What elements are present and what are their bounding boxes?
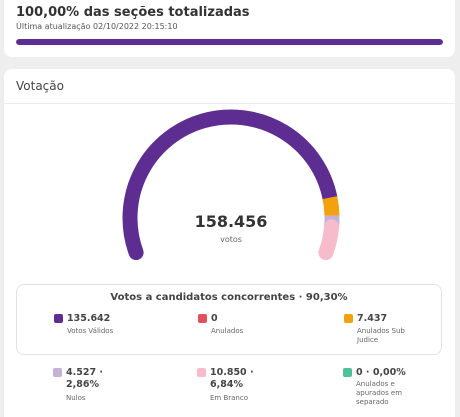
- votos-validos-swatch: [54, 314, 63, 323]
- totalization-title: 100,00% das seções totalizadas: [16, 5, 250, 20]
- anulados-swatch: [198, 314, 207, 323]
- total-votes-label: votos: [220, 235, 242, 244]
- last-update-timestamp: Última atualização 02/10/2022 20:15:10: [16, 22, 178, 31]
- anulados-separado-value: 0 · 0,00%: [356, 367, 406, 378]
- gauge-segment-sub-judice: [322, 196, 340, 216]
- gauge-segment-branco: [318, 219, 340, 261]
- anulados-sub-judice-label: Anulados Sub Judice: [357, 327, 405, 344]
- anulados-separado-label: Anulados e apurados em separado: [356, 380, 403, 406]
- candidate-votes-box: Votos a candidatos concorrentes · 90,30%…: [16, 284, 442, 355]
- anulados-sub-judice-swatch: [344, 314, 353, 323]
- votacao-card: Votação 158.456 votos Votos a candidatos…: [4, 69, 455, 417]
- em-branco-swatch: [197, 368, 206, 377]
- nulos-swatch: [53, 368, 62, 377]
- votos-validos-label: Votos Válidos: [67, 327, 114, 335]
- votacao-title: Votação: [16, 79, 64, 93]
- nulos-label: Nulos: [66, 394, 86, 402]
- totalization-progress-fill: [16, 39, 443, 45]
- votos-validos-value: 135.642: [67, 313, 111, 324]
- anulados-separado-swatch: [343, 368, 352, 377]
- em-branco-label: Em Branco: [210, 394, 249, 402]
- em-branco-value: 10.850 · 6,84%: [210, 367, 254, 390]
- gauge-segment-validos: [122, 109, 338, 261]
- votacao-header: Votação: [4, 69, 455, 104]
- candidate-votes-title: Votos a candidatos concorrentes · 90,30%: [110, 292, 348, 303]
- totalization-status-card: 100,00% das seções totalizadas Última at…: [4, 0, 455, 57]
- nulos-value: 4.527 · 2,86%: [66, 367, 103, 390]
- anulados-sub-judice-value: 7.437: [357, 313, 388, 324]
- votes-gauge-chart: [122, 109, 340, 261]
- total-votes-value: 158.456: [194, 212, 268, 231]
- totalization-progress-bar: [16, 39, 443, 45]
- anulados-value: 0: [211, 313, 218, 324]
- anulados-label: Anulados: [211, 327, 244, 335]
